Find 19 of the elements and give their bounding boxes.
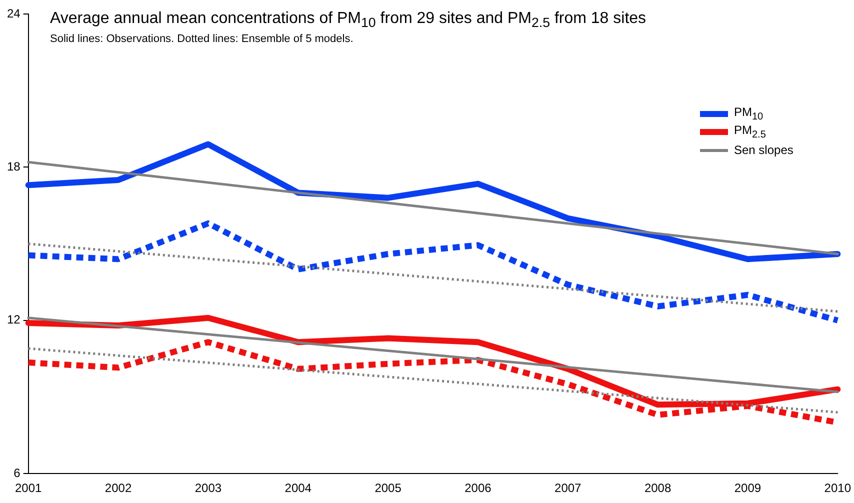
x-tick-label: 2007 — [554, 481, 582, 496]
x-tick-label: 2006 — [464, 481, 492, 496]
legend-label: PM$_{2.5}$ — [734, 123, 766, 141]
y-tick-label: 6 — [14, 466, 21, 480]
text: Solid lines: Observations. Dotted lines: Ensemble of 5 models. — [50, 33, 354, 45]
x-tick-label: 2009 — [734, 481, 762, 496]
x-tick-label: 2001 — [14, 481, 42, 496]
x-tick-label: 2004 — [284, 481, 312, 496]
x-tick-label: 2005 — [374, 481, 402, 496]
x-tick-label: 2010 — [824, 481, 852, 496]
x-tick-label: 2003 — [194, 481, 222, 496]
chart-title: Average annual mean concentrations of PM$_{10}$ from 29 sites and PM$_{2.5}$ from 18 sites — [50, 10, 646, 30]
y-tick-label: 18 — [6, 160, 21, 174]
legend-label: PM$_{10}$ — [734, 105, 764, 123]
legend-label: Sen slopes — [734, 143, 794, 157]
x-tick-label: 2002 — [104, 481, 132, 496]
y-tick-label: 24 — [6, 6, 21, 20]
x-tick-label: 2008 — [644, 481, 672, 496]
y-tick-label: 12 — [6, 312, 21, 327]
